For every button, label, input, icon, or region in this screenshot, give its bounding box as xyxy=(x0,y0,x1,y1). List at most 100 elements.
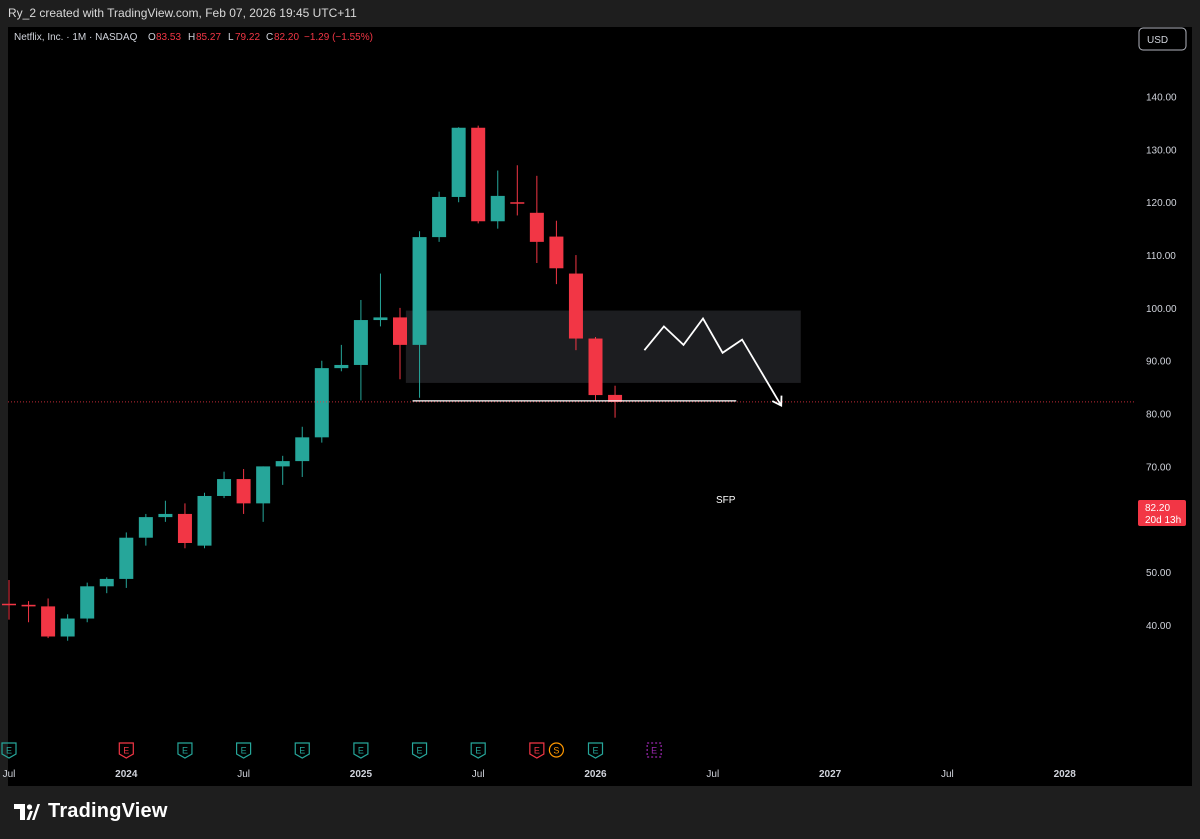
chart-frame: 40.0050.0060.0070.0080.0090.00100.00110.… xyxy=(0,26,1200,788)
candle-body xyxy=(568,273,583,339)
candle[interactable] xyxy=(529,175,544,263)
legend-ohlc: O 83.53 H 85.27 L 79.22 C 82.20 −1.29 (−… xyxy=(148,32,373,43)
event-marker-frame xyxy=(1,742,17,759)
attribution-text: Ry_2 created with TradingView.com, Feb 0… xyxy=(8,6,357,20)
last-price-badge: 82.20 20d 13h xyxy=(1138,500,1186,526)
earnings-event-marker[interactable]: E xyxy=(587,742,604,759)
price-tick-label: 120.00 xyxy=(1146,198,1177,209)
event-marker-letter: E xyxy=(299,746,305,756)
candle[interactable] xyxy=(197,492,212,549)
candle[interactable] xyxy=(314,360,329,443)
sfp-label: SFP xyxy=(716,495,736,506)
candle[interactable] xyxy=(451,127,466,203)
earnings-event-marker[interactable]: E xyxy=(411,742,428,759)
candle[interactable] xyxy=(119,532,134,588)
price-scale-background xyxy=(1117,27,1192,786)
candle[interactable] xyxy=(608,385,623,418)
candles-layer xyxy=(2,125,623,641)
candle[interactable] xyxy=(80,582,95,623)
candle-body xyxy=(353,320,368,365)
footer: TradingView xyxy=(0,788,1200,839)
price-tick-label: 100.00 xyxy=(1146,304,1177,315)
supply-zone xyxy=(405,310,801,383)
candle[interactable] xyxy=(373,273,388,327)
candle-body xyxy=(99,578,114,587)
legend-close-label: C xyxy=(266,32,273,43)
candle[interactable] xyxy=(236,469,251,514)
earnings-event-marker[interactable]: E xyxy=(177,742,193,759)
earnings-event-marker[interactable]: E xyxy=(236,742,252,759)
candle[interactable] xyxy=(158,500,173,522)
candle-body xyxy=(41,606,56,637)
candle[interactable] xyxy=(432,191,447,242)
candle[interactable] xyxy=(275,455,290,485)
earnings-event-marker[interactable]: E xyxy=(118,742,134,759)
candle[interactable] xyxy=(295,426,310,477)
earnings-event-marker[interactable]: E xyxy=(1,742,17,759)
candle-body xyxy=(60,618,75,637)
event-marker-letter: E xyxy=(534,746,540,756)
candle-body xyxy=(490,195,505,222)
candle[interactable] xyxy=(99,577,114,594)
earnings-event-marker[interactable]: E xyxy=(529,742,545,759)
time-tick-label: Jul xyxy=(472,769,485,780)
candle[interactable] xyxy=(510,165,525,216)
event-marker-letter: E xyxy=(475,746,481,756)
earnings-event-marker[interactable]: E xyxy=(353,742,369,759)
candle[interactable] xyxy=(60,614,75,641)
candle[interactable] xyxy=(353,299,368,401)
candle[interactable] xyxy=(256,466,271,522)
event-marker-letter: E xyxy=(123,746,129,756)
event-marker-letter: E xyxy=(417,746,423,756)
candle[interactable] xyxy=(334,344,349,372)
legend-low-label: L xyxy=(228,32,234,43)
candle[interactable] xyxy=(471,125,486,224)
currency-label: USD xyxy=(1147,35,1168,46)
legend-open-value: 83.53 xyxy=(156,32,181,43)
candle-body xyxy=(256,466,271,504)
candle[interactable] xyxy=(549,220,564,285)
chart-pane-background xyxy=(8,27,1192,786)
candle[interactable] xyxy=(412,231,427,398)
attribution-bar: Ry_2 created with TradingView.com, Feb 0… xyxy=(0,0,1200,26)
candle-body xyxy=(275,461,290,467)
earnings-event-marker[interactable]: E xyxy=(646,742,662,758)
split-event-marker[interactable]: S xyxy=(548,742,565,758)
price-tick-label: 110.00 xyxy=(1146,251,1176,262)
event-marker-frame xyxy=(177,742,193,759)
candle[interactable] xyxy=(568,255,583,351)
candle-body xyxy=(295,437,310,462)
candle[interactable] xyxy=(138,513,153,546)
candle-body xyxy=(510,202,525,204)
candle[interactable] xyxy=(217,471,232,499)
event-marker-letter: E xyxy=(241,746,247,756)
time-tick-label: Jul xyxy=(941,769,954,780)
currency-button-frame xyxy=(1138,27,1187,51)
candlestick-chart[interactable]: 40.0050.0060.0070.0080.0090.00100.00110.… xyxy=(0,26,1200,788)
candle-body xyxy=(138,517,153,538)
candle[interactable] xyxy=(490,170,505,229)
last-price-badge-bg xyxy=(1138,500,1186,526)
time-axis[interactable]: Jul 2024 Jul 2025 Jul 2026 Jul 2027 Jul 2028 xyxy=(3,769,1077,780)
candle[interactable] xyxy=(177,503,192,549)
supply-zone-layer xyxy=(405,310,801,383)
candle[interactable] xyxy=(393,307,407,380)
price-tick-label: 80.00 xyxy=(1146,410,1171,421)
time-tick-label: 2025 xyxy=(350,769,373,780)
candle[interactable] xyxy=(2,579,16,620)
event-marker-frame xyxy=(548,742,565,758)
candle[interactable] xyxy=(588,336,603,401)
earnings-event-marker[interactable]: E xyxy=(294,742,310,759)
tradingview-logo[interactable]: TradingView xyxy=(14,800,168,823)
time-tick-label: 2024 xyxy=(115,769,138,780)
candle[interactable] xyxy=(21,601,36,623)
event-marker-frame xyxy=(646,742,662,758)
time-tick-label: 2027 xyxy=(819,769,842,780)
time-tick-label: 2026 xyxy=(584,769,607,780)
candle-body xyxy=(432,196,447,238)
price-tick-label: 140.00 xyxy=(1146,93,1177,104)
candle-body xyxy=(314,368,329,438)
currency-button[interactable]: USD xyxy=(1138,27,1187,51)
earnings-event-marker[interactable]: E xyxy=(470,742,486,759)
candle[interactable] xyxy=(41,598,56,639)
